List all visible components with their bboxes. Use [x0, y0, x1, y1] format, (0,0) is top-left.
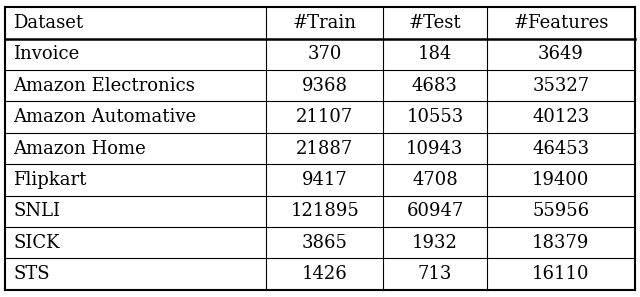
Text: 19400: 19400 [532, 171, 589, 189]
Text: 4708: 4708 [412, 171, 458, 189]
Text: #Train: #Train [292, 14, 356, 32]
Text: SNLI: SNLI [13, 202, 60, 220]
Text: Amazon Electronics: Amazon Electronics [13, 77, 195, 95]
Text: SICK: SICK [13, 233, 60, 252]
Text: 9417: 9417 [302, 171, 348, 189]
Text: 10553: 10553 [406, 108, 463, 126]
Text: 55956: 55956 [532, 202, 589, 220]
Text: STS: STS [13, 265, 50, 283]
Text: Dataset: Dataset [13, 14, 84, 32]
Text: 1426: 1426 [302, 265, 348, 283]
Text: 4683: 4683 [412, 77, 458, 95]
Text: 21107: 21107 [296, 108, 353, 126]
Text: 184: 184 [418, 45, 452, 64]
Text: Amazon Automative: Amazon Automative [13, 108, 196, 126]
Text: 3649: 3649 [538, 45, 584, 64]
Text: 35327: 35327 [532, 77, 589, 95]
Text: 16110: 16110 [532, 265, 589, 283]
Text: 1932: 1932 [412, 233, 458, 252]
Text: 713: 713 [418, 265, 452, 283]
Text: 3865: 3865 [302, 233, 348, 252]
Text: 10943: 10943 [406, 140, 463, 157]
Text: 121895: 121895 [291, 202, 359, 220]
Text: 370: 370 [308, 45, 342, 64]
Text: 60947: 60947 [406, 202, 463, 220]
Text: Amazon Home: Amazon Home [13, 140, 146, 157]
Text: #Features: #Features [513, 14, 609, 32]
Text: 9368: 9368 [301, 77, 348, 95]
Text: 21887: 21887 [296, 140, 353, 157]
Text: 46453: 46453 [532, 140, 589, 157]
Text: Invoice: Invoice [13, 45, 80, 64]
Text: 18379: 18379 [532, 233, 589, 252]
Text: Flipkart: Flipkart [13, 171, 87, 189]
Text: 40123: 40123 [532, 108, 589, 126]
Text: #Test: #Test [408, 14, 461, 32]
